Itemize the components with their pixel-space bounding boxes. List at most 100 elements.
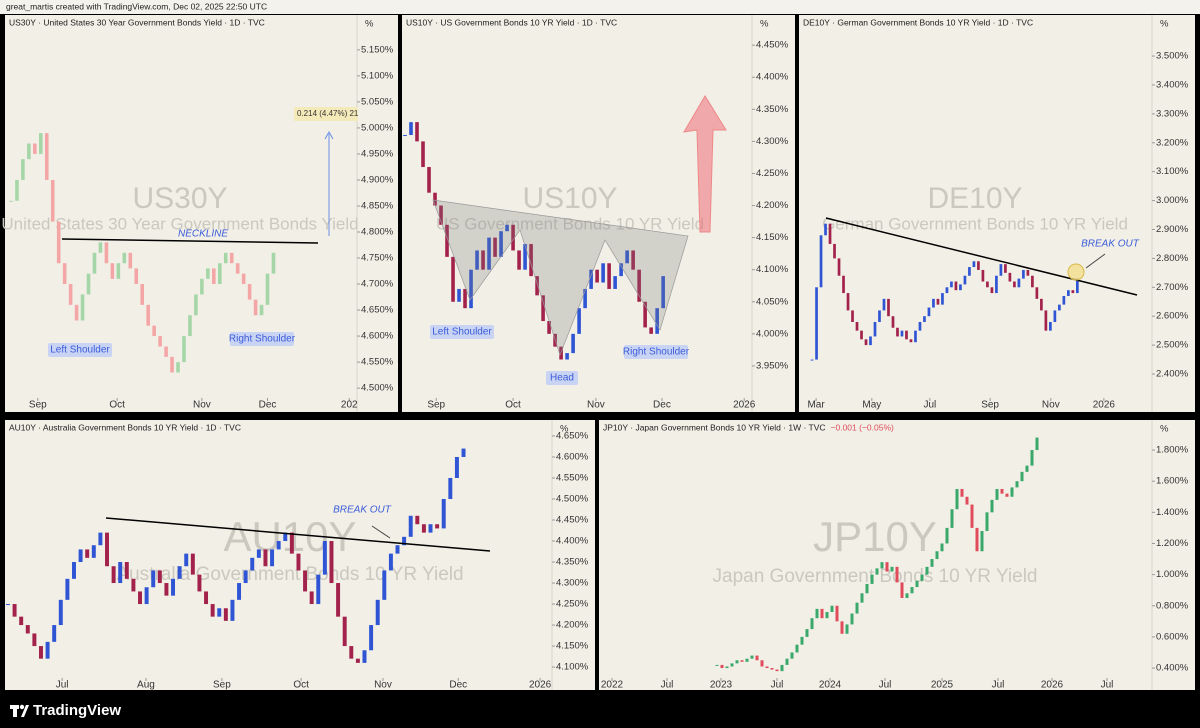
candle (1071, 290, 1075, 294)
candle (855, 321, 859, 331)
y-tick-label: 4.100% (556, 662, 589, 673)
y-tick-label: 4.650% (361, 305, 394, 316)
trendline (105, 517, 491, 552)
candle (409, 122, 413, 135)
candle (158, 336, 162, 347)
candle (223, 608, 228, 621)
candle (241, 273, 246, 285)
candle (850, 613, 854, 625)
candle (583, 288, 587, 309)
candle (176, 362, 180, 373)
candle (259, 304, 264, 316)
candle (631, 250, 635, 270)
candle (58, 599, 63, 626)
x-tick-label: 2024 (819, 680, 842, 691)
candle (925, 566, 929, 575)
candle (415, 122, 419, 142)
candle (935, 551, 939, 560)
candle (445, 224, 449, 257)
candle (960, 488, 964, 497)
neckline (61, 238, 319, 244)
candle (1015, 481, 1019, 488)
candle (86, 273, 91, 295)
candle (870, 574, 874, 584)
y-tick-label: 4.950% (361, 148, 394, 159)
candle (27, 143, 31, 160)
candle (780, 664, 784, 672)
brand: TradingView (33, 702, 121, 719)
y-tick-label: 2.900% (1156, 224, 1189, 235)
candle (427, 167, 431, 193)
x-tick-label: Jul (992, 680, 1005, 691)
candle (204, 591, 209, 605)
y-tick-label: 4.850% (361, 200, 394, 211)
candle (825, 611, 829, 619)
candle (5, 604, 10, 606)
candle (197, 574, 202, 592)
candle (820, 608, 824, 619)
x-tick-label: 2026 (733, 400, 756, 411)
candle (382, 570, 387, 600)
candle (32, 633, 37, 647)
candle (388, 553, 393, 571)
label-box (546, 371, 578, 385)
y-tick-label: 4.100% (756, 264, 789, 275)
candle (33, 143, 37, 154)
candle (1067, 290, 1070, 296)
candle (39, 646, 43, 659)
candle (885, 562, 889, 572)
candle (880, 562, 884, 569)
candle (815, 608, 819, 619)
y-tick-label: 4.500% (361, 383, 394, 394)
candle (936, 298, 940, 305)
candle (535, 276, 539, 296)
candle (309, 591, 314, 605)
x-tick-label: Jul (661, 680, 674, 691)
candle (50, 179, 55, 222)
candle (918, 321, 922, 331)
y-tick-label: 1.200% (1156, 538, 1189, 549)
header-text: great_martis created with TradingView.co… (6, 1, 267, 11)
y-tick-label: 2.400% (1156, 369, 1189, 380)
candle (905, 593, 909, 598)
price-change: −0.001 (−0.05%) (831, 422, 894, 432)
candle (865, 583, 869, 594)
candle (270, 549, 275, 567)
panel-background (599, 420, 1195, 690)
candle (200, 278, 204, 295)
candle (1017, 278, 1021, 288)
candle (828, 223, 832, 244)
candle (194, 294, 198, 316)
candle (875, 568, 879, 575)
candle (955, 488, 959, 510)
candle (932, 298, 935, 308)
candle (105, 532, 109, 567)
candle (146, 304, 150, 326)
candle (52, 625, 57, 642)
candle (959, 284, 962, 291)
y-tick-label: 5.150% (361, 44, 394, 55)
watermark-description: Australia Government Bonds 10 YR Yield (116, 564, 463, 585)
candle (619, 263, 623, 277)
y-tick-label: 3.000% (1156, 195, 1189, 206)
candle (415, 515, 420, 525)
candle (981, 269, 985, 282)
candle (212, 268, 216, 285)
pointer (1085, 253, 1106, 269)
candle (362, 650, 367, 663)
annotation: Left Shoulder (432, 327, 492, 338)
candle (152, 325, 156, 337)
candle (487, 237, 491, 270)
candle (342, 616, 347, 647)
candle (122, 252, 127, 264)
candle (206, 268, 210, 279)
candle (800, 636, 804, 645)
candle (855, 602, 859, 614)
candle (44, 133, 49, 180)
y-tick-label: 4.000% (756, 328, 789, 339)
candle (1022, 269, 1025, 279)
x-tick-label: 2023 (710, 680, 733, 691)
target-arrow (683, 95, 727, 233)
candle (454, 456, 459, 478)
candle (824, 223, 827, 236)
